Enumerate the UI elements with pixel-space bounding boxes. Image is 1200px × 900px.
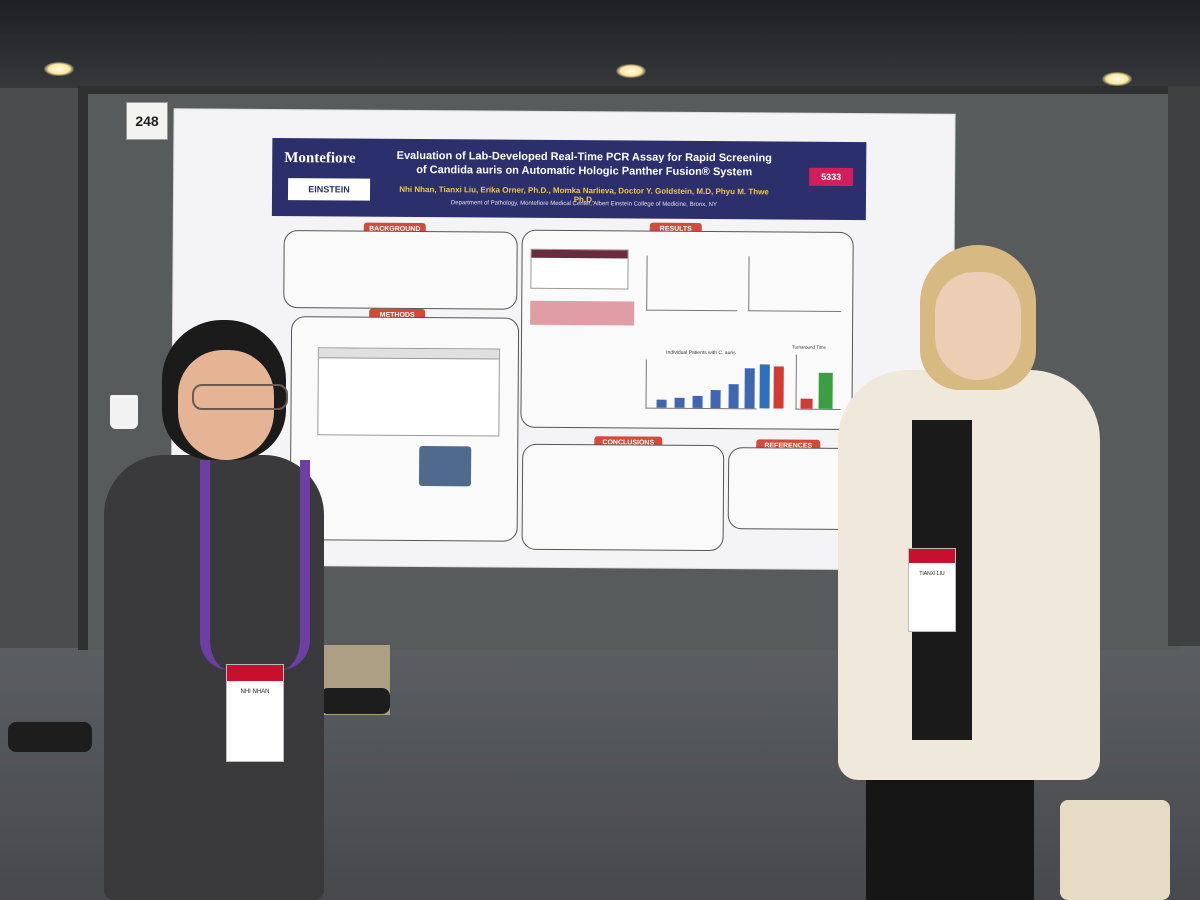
tote-bag bbox=[1060, 800, 1170, 900]
methods-table bbox=[317, 347, 500, 437]
turnaround-chart-title: Turnaround Time bbox=[791, 344, 827, 350]
paper-cup bbox=[110, 395, 138, 429]
comparison-bar bbox=[773, 366, 784, 409]
poster-id-badge: 5333 bbox=[809, 167, 854, 187]
comparison-chart bbox=[758, 352, 790, 409]
name-badge-right: TIANXI LIU bbox=[908, 548, 956, 632]
name-badge-left: NHI NHAN bbox=[226, 664, 284, 762]
comparison-bar bbox=[759, 364, 770, 409]
patients-bar-chart bbox=[645, 359, 757, 410]
turnaround-chart bbox=[795, 354, 841, 410]
probit-chart bbox=[748, 256, 842, 312]
badge-name: NHI NHAN bbox=[240, 689, 270, 695]
turnaround-bar bbox=[818, 372, 833, 409]
presenter-left-jumpsuit bbox=[104, 455, 324, 900]
ceiling-light bbox=[1102, 72, 1132, 86]
patients-bar bbox=[692, 395, 703, 408]
shoe bbox=[8, 722, 92, 752]
patients-chart-title: Individual Patients with C. auris bbox=[666, 349, 736, 357]
montefiore-logo: Montefiore bbox=[284, 150, 356, 167]
presenter-right-face bbox=[935, 272, 1021, 380]
background-panel bbox=[283, 230, 518, 310]
shoe bbox=[320, 688, 390, 714]
results-table-header bbox=[531, 249, 628, 259]
einstein-logo: EINSTEIN bbox=[287, 178, 371, 201]
patients-bar bbox=[656, 399, 667, 408]
conclusions-panel bbox=[521, 443, 725, 552]
instrument-image bbox=[418, 445, 472, 487]
methods-table-header bbox=[318, 348, 499, 360]
badge-name: TIANXI LIU bbox=[919, 571, 945, 577]
badge-header bbox=[227, 665, 283, 681]
ceiling bbox=[0, 0, 1200, 100]
patients-bar bbox=[744, 368, 755, 409]
poster-header: Montefiore EINSTEIN Evaluation of Lab-De… bbox=[271, 137, 867, 221]
poster-title: Evaluation of Lab-Developed Real-Time PC… bbox=[394, 149, 774, 180]
badge-header bbox=[909, 549, 955, 563]
booth-number: 248 bbox=[126, 102, 168, 140]
background-text-block bbox=[285, 231, 517, 251]
references-panel bbox=[727, 447, 853, 531]
poster-department: Department of Pathology, Montefiore Medi… bbox=[450, 200, 717, 209]
patients-bar bbox=[674, 397, 685, 408]
results-table-clinical bbox=[530, 248, 629, 290]
turnaround-bar bbox=[800, 398, 813, 409]
results-panel: Individual Patients with C. auris Turnar… bbox=[520, 229, 854, 431]
patients-bar bbox=[710, 390, 721, 409]
patients-bar bbox=[728, 384, 739, 409]
poster-board-right bbox=[1168, 86, 1200, 646]
poster-title-line2: of Candida auris on Automatic Hologic Pa… bbox=[416, 163, 753, 179]
glasses bbox=[192, 384, 288, 410]
ceiling-light bbox=[616, 64, 646, 78]
lanyard bbox=[200, 460, 310, 670]
results-table-reproducibility bbox=[530, 300, 635, 326]
linearity-chart bbox=[646, 255, 738, 312]
ceiling-light bbox=[44, 62, 74, 76]
methods-panel bbox=[289, 316, 520, 542]
